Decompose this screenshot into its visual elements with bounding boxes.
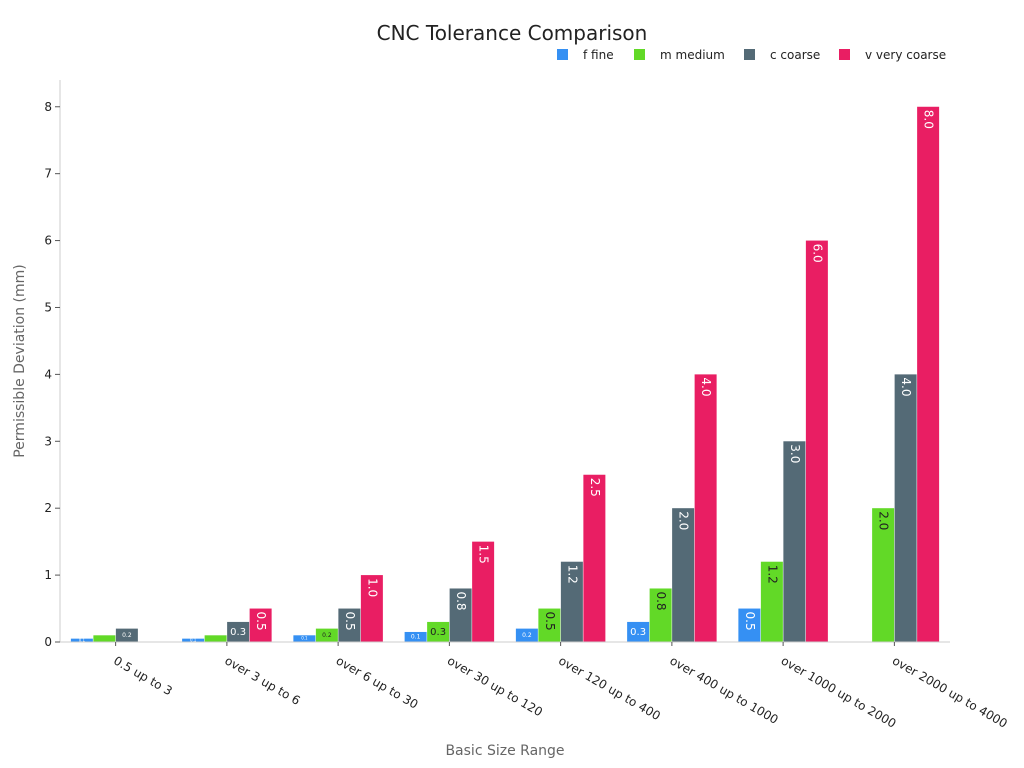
bar-value-label: 2.5 (588, 478, 602, 497)
y-axis-title: Permissible Deviation (mm) (12, 264, 28, 458)
x-tick-label: over 3 up to 6 (222, 653, 302, 707)
bar-value-label: 0.8 (654, 591, 668, 610)
bar (227, 621, 250, 642)
legend: f fine m medium c coarse v very coarse (557, 48, 946, 62)
bar (293, 635, 316, 642)
bar (760, 561, 783, 642)
legend-label: c coarse (770, 48, 820, 62)
y-tick-label: 0 (44, 635, 52, 649)
bar-value-label: 0.2 (522, 632, 532, 639)
bar (583, 474, 606, 642)
bar-value-label: 0.1 (301, 636, 308, 641)
bar (560, 561, 583, 642)
bar-value-label: 0.3 (630, 627, 646, 638)
bar (538, 608, 561, 642)
bar (738, 608, 761, 642)
legend-swatch (839, 49, 850, 60)
y-axis-ticks: 0 1 2 3 4 5 6 7 8 (44, 100, 60, 649)
bar-value-label: 1.2 (565, 565, 579, 584)
bar (894, 374, 917, 642)
bar (627, 621, 650, 642)
bar (93, 635, 116, 642)
bar (872, 508, 895, 642)
chart-title: CNC Tolerance Comparison (377, 21, 648, 45)
x-axis-title: Basic Size Range (445, 743, 564, 759)
bar-value-label: 6.0 (810, 244, 824, 263)
bars-group: 0.1 0.2 0.1 0.3 0.5 0.1 0.2 0.5 1.0 0.1 0.3 0.8 1.5 0… (70, 106, 940, 643)
legend-label: v very coarse (865, 48, 946, 62)
bar (783, 441, 806, 642)
y-tick-label: 3 (44, 434, 52, 448)
y-tick-label: 4 (44, 367, 52, 381)
bar-value-label: 0.1 (411, 633, 421, 640)
y-tick-label: 8 (44, 100, 52, 114)
bar (427, 621, 450, 642)
y-tick-label: 2 (44, 501, 52, 515)
bar (449, 588, 472, 642)
bar-value-label: 2.0 (677, 511, 691, 530)
bar (515, 628, 538, 642)
bar (694, 374, 717, 642)
bar-value-label: 4.0 (699, 377, 713, 396)
bar-value-label: 0.5 (254, 612, 268, 631)
bar (204, 635, 227, 642)
legend-label: f fine (583, 48, 614, 62)
bar (115, 628, 138, 642)
bar (249, 608, 272, 642)
bar-value-label: 8.0 (922, 110, 936, 129)
bar (805, 240, 828, 643)
bar-value-label: 0.2 (122, 632, 132, 639)
legend-swatch (744, 49, 755, 60)
x-tick-label: over 400 up to 1000 (667, 653, 780, 726)
bar-value-label: 0.2 (322, 632, 332, 639)
x-tick-label: over 120 up to 400 (556, 653, 663, 723)
x-tick-label: over 2000 up to 4000 (890, 653, 1010, 730)
bar-value-label: 0.1 (190, 637, 197, 642)
bar (649, 588, 672, 642)
bar-value-label: 0.3 (430, 627, 446, 638)
bar-value-label: 4.0 (899, 377, 913, 396)
bar (315, 628, 338, 642)
bar-value-label: 0.3 (230, 627, 246, 638)
bar-value-label: 0.5 (343, 612, 357, 631)
x-tick-label: over 30 up to 120 (445, 653, 545, 719)
bar (70, 638, 93, 642)
legend-swatch (634, 49, 645, 60)
bar-value-label: 0.5 (743, 612, 757, 631)
bar (404, 631, 427, 642)
x-tick-label: over 1000 up to 2000 (779, 653, 899, 730)
x-axis-ticks: 0.5 up to 3 over 3 up to 6 over 6 up to 30… (111, 642, 1010, 731)
y-tick-label: 7 (44, 167, 52, 181)
bar-value-label: 0.1 (79, 637, 86, 642)
y-tick-label: 5 (44, 300, 52, 314)
legend-swatch (557, 49, 568, 60)
bar (472, 541, 495, 642)
bar-value-label: 1.5 (477, 545, 491, 564)
bar-value-label: 2.0 (877, 511, 891, 530)
bar (917, 106, 940, 642)
bar (182, 638, 205, 642)
y-tick-label: 6 (44, 234, 52, 248)
bar-value-label: 1.2 (765, 565, 779, 584)
legend-label: m medium (660, 48, 725, 62)
bar-value-label: 0.5 (543, 612, 557, 631)
x-tick-label: over 6 up to 30 (334, 653, 421, 711)
bar-value-label: 3.0 (788, 444, 802, 463)
bar-value-label: 0.8 (454, 591, 468, 610)
y-tick-label: 1 (44, 568, 52, 582)
bar (360, 575, 383, 642)
x-tick-label: 0.5 up to 3 (111, 653, 175, 698)
bar-value-label: 1.0 (365, 578, 379, 597)
bar (672, 508, 695, 642)
bar (338, 608, 361, 642)
